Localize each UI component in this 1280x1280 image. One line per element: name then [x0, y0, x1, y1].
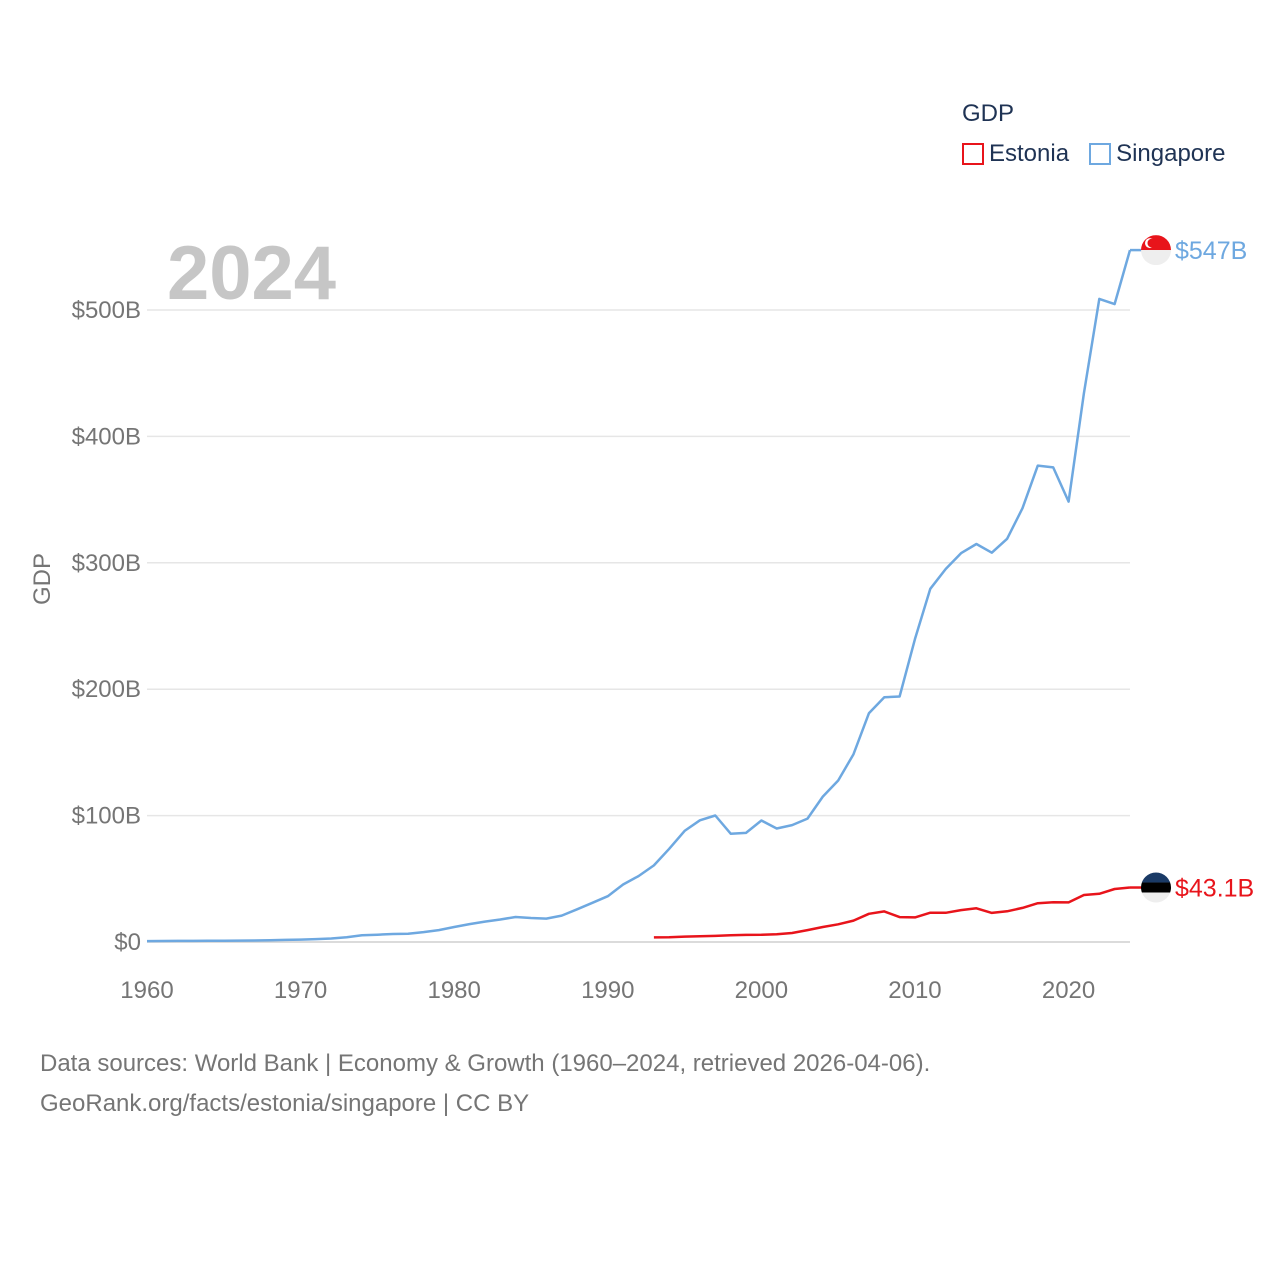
x-axis-ticks: 1960 1970 1980 1990 2000 2010 2020 [120, 977, 1095, 1004]
legend-label-estonia: Estonia [989, 140, 1070, 167]
attribution-link[interactable]: GeoRank.org/facts/estonia/singapore | CC… [40, 1090, 530, 1117]
y-tick-label: $400B [72, 423, 141, 450]
y-axis-title: GDP [29, 553, 56, 605]
flag-icon-estonia [1141, 872, 1171, 903]
legend: GDP Estonia Singapore [962, 100, 1225, 168]
legend-item-estonia[interactable]: Estonia [962, 140, 1069, 168]
y-tick-label: $500B [72, 297, 141, 324]
series-lines [146, 249, 1132, 943]
year-watermark: 2024 [167, 231, 336, 316]
x-tick-label: 1990 [581, 977, 634, 1004]
x-tick-label: 1980 [427, 977, 480, 1004]
flag-icon-singapore [1141, 235, 1171, 266]
legend-swatch-estonia [962, 143, 984, 165]
end-value-label-estonia: $43.1B [1175, 875, 1254, 903]
x-tick-label: 2000 [735, 977, 788, 1004]
legend-swatch-singapore [1089, 143, 1112, 165]
y-tick-label: $200B [72, 676, 141, 703]
x-tick-label: 2020 [1042, 977, 1095, 1004]
y-tick-label: $0 [114, 929, 141, 956]
gridlines [147, 309, 1130, 943]
x-tick-label: 1970 [274, 977, 327, 1004]
legend-title: GDP [962, 100, 1015, 127]
x-tick-label: 2010 [888, 977, 941, 1004]
end-value-label-singapore: $547B [1175, 237, 1247, 265]
end-markers: $547B $43.1B [1130, 235, 1254, 903]
series-line-estonia [653, 886, 1131, 939]
x-tick-label: 1960 [120, 977, 173, 1004]
footer: Data sources: World Bank | Economy & Gro… [40, 1044, 930, 1124]
series-line-singapore [146, 249, 1132, 943]
data-sources-text: Data sources: World Bank | Economy & Gro… [40, 1050, 931, 1077]
y-tick-label: $300B [72, 550, 141, 577]
y-tick-label: $100B [72, 803, 141, 830]
legend-label-singapore: Singapore [1116, 140, 1226, 167]
y-axis-ticks: $0 $100B $200B $300B $400B $500B [72, 297, 141, 956]
legend-item-singapore[interactable]: Singapore [1089, 140, 1225, 168]
